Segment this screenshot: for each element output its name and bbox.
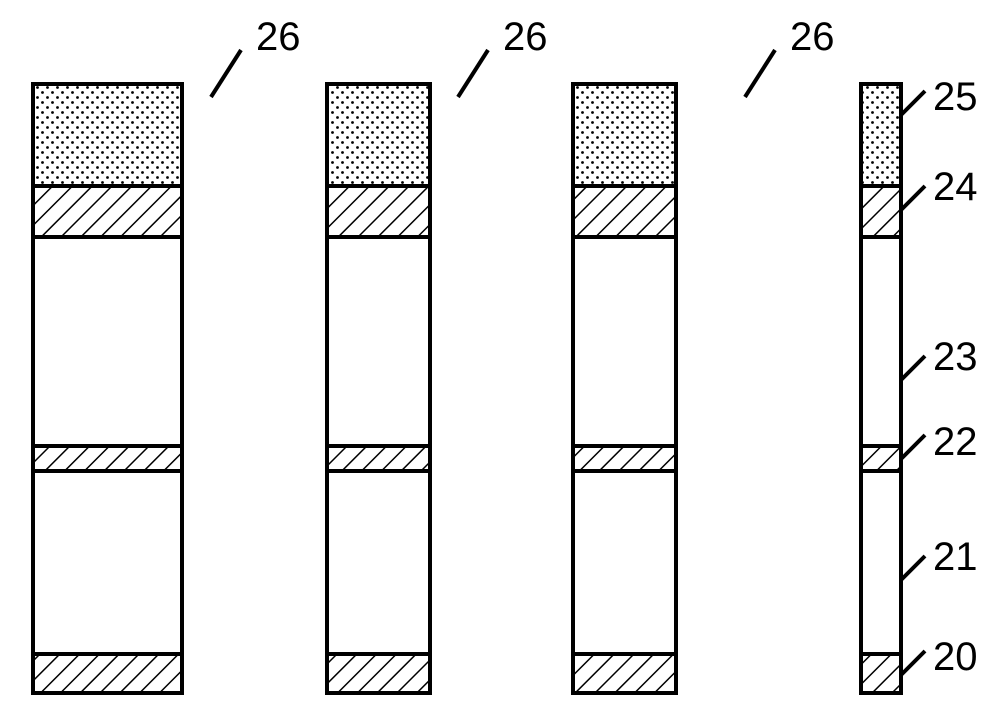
layer-label-23: 23 (933, 335, 978, 379)
layer-25 (861, 84, 901, 186)
layer-label-20: 20 (933, 635, 978, 679)
layer-24 (327, 186, 430, 237)
layer-20 (573, 654, 676, 693)
leader-line (901, 91, 925, 115)
diagram (33, 84, 901, 693)
layer-21 (327, 471, 430, 654)
layer-25 (327, 84, 430, 186)
leader-line (901, 556, 925, 580)
column-2 (573, 84, 676, 693)
layer-23 (33, 237, 182, 446)
layer-23 (861, 237, 901, 446)
layer-22 (573, 446, 676, 471)
leader-line (211, 50, 241, 97)
layer-23 (573, 237, 676, 446)
leader-line (901, 186, 925, 210)
layer-21 (573, 471, 676, 654)
leader-line (901, 651, 925, 675)
layer-24 (573, 186, 676, 237)
layer-23 (327, 237, 430, 446)
leader-line (745, 50, 775, 97)
layer-label-21: 21 (933, 535, 978, 579)
layer-20 (33, 654, 182, 693)
layer-22 (861, 446, 901, 471)
layer-24 (33, 186, 182, 237)
leader-line (901, 435, 925, 459)
layer-21 (861, 471, 901, 654)
layer-label-25: 25 (933, 75, 978, 119)
layer-label-24: 24 (933, 165, 978, 209)
layer-25 (33, 84, 182, 186)
column-3 (861, 84, 901, 693)
column-0 (33, 84, 182, 693)
layer-21 (33, 471, 182, 654)
layer-22 (33, 446, 182, 471)
gap-label-0: 26 (256, 15, 301, 59)
layer-22 (327, 446, 430, 471)
layer-20 (861, 654, 901, 693)
leader-line (901, 356, 925, 380)
layer-25 (573, 84, 676, 186)
layer-label-22: 22 (933, 420, 978, 464)
gap-label-1: 26 (503, 15, 548, 59)
layer-20 (327, 654, 430, 693)
column-1 (327, 84, 430, 693)
gap-label-2: 26 (790, 15, 835, 59)
leader-line (458, 50, 488, 97)
layer-24 (861, 186, 901, 237)
